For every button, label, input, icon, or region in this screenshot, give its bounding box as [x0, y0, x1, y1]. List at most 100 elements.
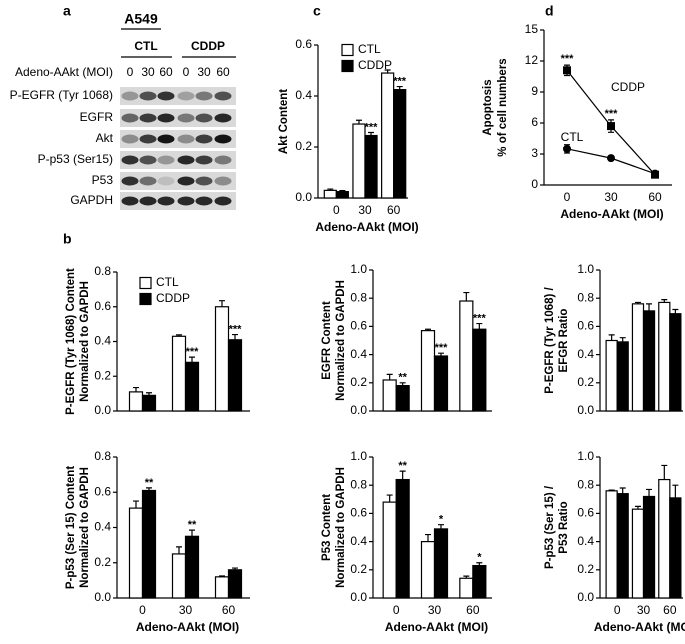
x-tick-label: 30 — [604, 190, 618, 204]
lane-label: 60 — [216, 65, 230, 79]
y-tick-label: 0.6 — [94, 299, 111, 313]
row-label: P53 — [92, 173, 114, 187]
error-bar — [608, 334, 615, 341]
bar — [128, 507, 144, 599]
bar — [642, 310, 656, 412]
y-tick-label: 0.0 — [577, 590, 594, 604]
y-tick-label: 0.4 — [350, 347, 367, 361]
y-axis-label: EGFR Content — [321, 301, 333, 380]
band — [214, 196, 232, 206]
y-tick-label: 0.2 — [295, 139, 312, 153]
legend-swatch — [139, 276, 152, 290]
bar — [616, 341, 629, 412]
error-bar — [608, 489, 615, 491]
bar — [472, 328, 487, 412]
band — [177, 113, 195, 123]
marker — [563, 144, 571, 153]
band — [121, 134, 139, 144]
y-axis-label: P-p53 (Ser 15) Content — [65, 466, 77, 589]
y-tick-label: 0.0 — [350, 590, 367, 604]
y-tick-label: 0 — [531, 177, 538, 191]
legend-label: CDDP — [358, 58, 392, 72]
legend-swatch — [341, 59, 354, 73]
band — [157, 91, 175, 101]
error-bar — [176, 334, 182, 337]
error-bar — [438, 524, 444, 529]
y-tick-label: 0.6 — [577, 506, 594, 520]
error-bar — [339, 190, 346, 192]
x-axis-label: Adeno-AAkt (MOI) — [560, 207, 663, 221]
y-tick-label: 0.4 — [350, 534, 367, 548]
legend-label: CTL — [156, 275, 179, 289]
y-axis-label: EFGR Ratio — [558, 309, 570, 373]
band — [139, 155, 157, 165]
significance: ** — [398, 460, 407, 472]
x-tick-label: 60 — [222, 603, 236, 617]
panel-label: c — [313, 3, 321, 19]
x-tick-label: 60 — [648, 190, 662, 204]
bar — [171, 553, 187, 599]
x-axis-label: Adeno-AAkt (MOI) — [315, 220, 418, 234]
band — [121, 113, 139, 123]
band — [195, 155, 213, 165]
legend-label: CDDP — [156, 291, 190, 305]
error-bar — [386, 373, 393, 380]
y-tick-label: 0.8 — [577, 477, 594, 491]
group-label: CTL — [134, 39, 157, 53]
error-bar — [463, 575, 470, 579]
x-tick-label: 60 — [663, 603, 677, 617]
band — [139, 113, 157, 123]
error-bar — [438, 352, 444, 357]
significance: ** — [398, 372, 407, 384]
y-axis-label: Normalized to GAPDH — [335, 467, 347, 588]
band — [214, 155, 232, 165]
bar — [395, 478, 410, 599]
y-tick-label: 0.4 — [295, 88, 312, 102]
y-tick-label: 15 — [525, 22, 539, 36]
row-label: EGFR — [80, 110, 114, 124]
y-axis-label: P-EGFR (Tyr 1068) / — [544, 286, 556, 393]
band — [195, 134, 213, 144]
y-tick-label: 0.4 — [94, 334, 111, 348]
band — [157, 134, 175, 144]
bar — [352, 123, 366, 199]
y-tick-label: 0.0 — [94, 403, 111, 417]
y-tick-label: 0.8 — [350, 290, 367, 304]
y-axis-label: Normalized to GAPDH — [79, 281, 91, 402]
bar — [214, 306, 230, 412]
lane-label: 0 — [127, 65, 134, 79]
y-tick-label: 0.6 — [94, 484, 111, 498]
bar — [459, 577, 474, 599]
y-tick-label: 12 — [525, 53, 539, 67]
y-axis-label: P53 Ratio — [558, 501, 570, 553]
bar — [459, 300, 474, 412]
bar — [658, 301, 671, 412]
significance: *** — [186, 346, 200, 358]
marker — [563, 66, 571, 75]
band — [195, 196, 213, 206]
bar — [141, 489, 157, 599]
error-bar — [672, 484, 679, 498]
error-bar — [189, 356, 195, 363]
band — [177, 91, 195, 101]
group-label: CDDP — [191, 39, 225, 53]
error-bar — [399, 382, 406, 386]
y-tick-label: 0.4 — [577, 534, 594, 548]
y-tick-label: 0.0 — [295, 190, 312, 204]
error-bar — [176, 546, 182, 554]
x-tick-label: 60 — [466, 603, 480, 617]
band — [121, 176, 139, 186]
y-tick-label: 1.0 — [577, 449, 594, 463]
band — [157, 196, 175, 206]
error-bar — [476, 322, 483, 330]
bar — [669, 313, 682, 412]
x-tick-label: 30 — [428, 603, 442, 617]
row-label: P-p53 (Ser15) — [38, 152, 113, 166]
y-axis-label: % of cell numbers — [497, 58, 509, 156]
band — [195, 113, 213, 123]
y-tick-label: 3 — [531, 146, 538, 160]
y-tick-label: 0.2 — [577, 562, 594, 576]
error-bar — [384, 69, 391, 74]
